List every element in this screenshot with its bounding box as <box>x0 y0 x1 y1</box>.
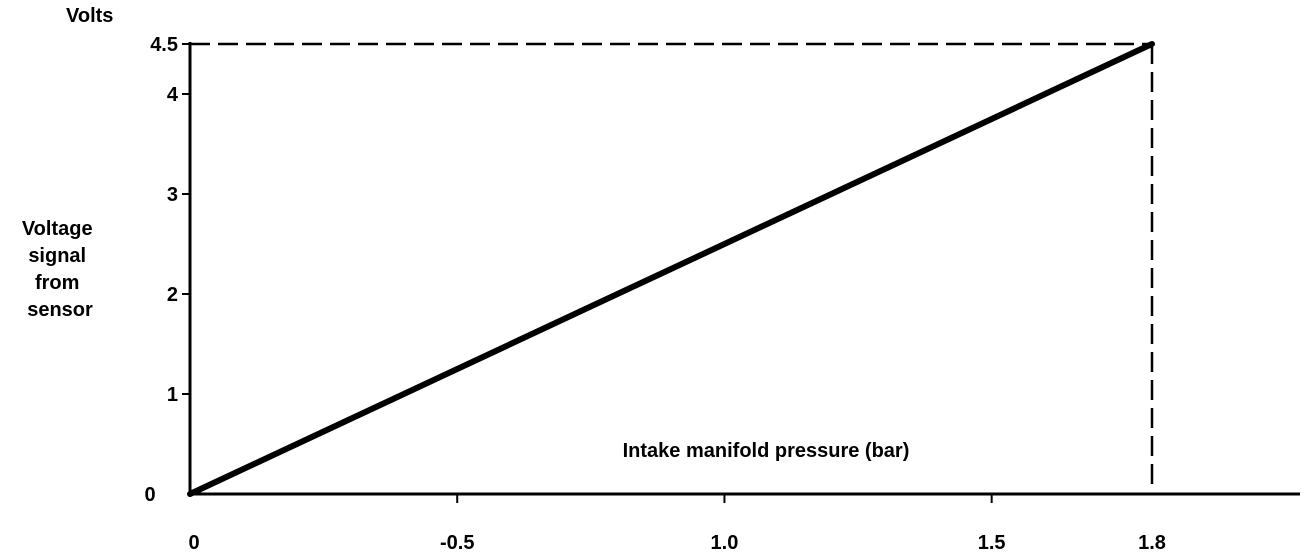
x-tick-label: 0 <box>188 532 199 554</box>
series-line <box>187 41 1155 497</box>
x-tick-label: -0.5 <box>440 532 474 554</box>
x-tick-label: 1.0 <box>711 532 739 554</box>
y-tick-label: 4 <box>167 84 179 106</box>
y-axis-title-line: sensor <box>27 299 93 321</box>
y-tick-label: 0 <box>144 484 155 506</box>
y-tick-label: 4.5 <box>150 34 178 56</box>
x-tick-label: 1.8 <box>1138 532 1166 554</box>
y-axis-title: Voltage signal from sensor <box>22 218 98 321</box>
y-tick-label: 3 <box>167 184 178 206</box>
y-axis-title-line: Voltage <box>22 218 93 240</box>
y-tick-label: 2 <box>167 284 178 306</box>
x-tick-label: 1.5 <box>978 532 1006 554</box>
y-axis-unit-label: Volts <box>66 5 113 27</box>
y-axis-title-line: from <box>35 272 79 294</box>
x-axis-title: Intake manifold pressure (bar) <box>623 440 910 462</box>
y-tick-label: 1 <box>167 384 178 406</box>
y-axis-title-line: signal <box>28 245 86 267</box>
